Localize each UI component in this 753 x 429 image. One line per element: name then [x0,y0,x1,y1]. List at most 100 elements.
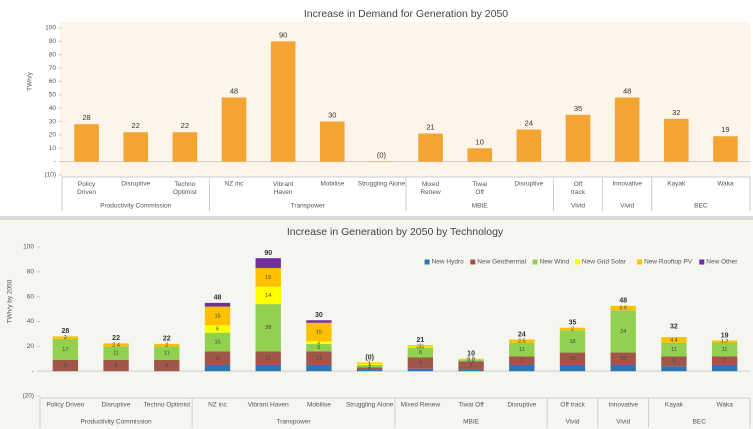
bar-segment [103,346,129,360]
segment-label: 7 [470,363,473,369]
group-label: BEC [693,419,707,426]
bar-segment [255,364,281,372]
segment-label: 15 [214,313,220,319]
bar-segment [559,364,586,372]
x-tick-label: NZ inc [208,402,228,409]
bar-segment [610,352,636,365]
y-tick-label: 80 [27,269,35,276]
segment-label: 11 [164,351,170,357]
segment-label: 11 [113,351,119,357]
bar [565,114,591,162]
group-label: Vivid [566,419,580,426]
segment-label: 11 [671,347,677,353]
y-tick-label: - [54,158,56,165]
bar-segment [306,343,332,352]
segment-label: 2.5 [518,339,526,345]
y-tick-label: 40 [49,105,57,112]
value-label: 19 [721,125,729,134]
y-axis-label: TWh/y by 2050 [7,279,14,323]
total-label: 32 [670,323,678,330]
x-tick-label: Innovative [608,402,638,409]
bar [74,124,99,162]
legend-swatch [637,259,643,265]
bar-segment [407,368,434,372]
x-tick-label: Mobilise [320,181,344,188]
bar-segment [204,332,231,352]
segment-label: 1 [419,343,422,349]
x-tick-label: Mobilise [307,402,331,409]
value-label: 35 [574,104,582,113]
chart-title: Increase in Demand for Generation by 205… [304,8,508,20]
legend-label: New Grid Solar [582,259,627,266]
group-label: Vivid [616,419,630,426]
y-tick-label: 20 [49,132,57,139]
value-label: 48 [623,86,631,95]
bar [270,41,296,162]
x-tick-label: Disruptive [121,181,150,188]
value-label: 48 [230,86,238,95]
bar-segment [204,302,231,307]
value-label: 90 [279,30,287,39]
x-tick-label: Struggling Alone [346,402,394,409]
segment-label: 2 [571,326,574,332]
bar [713,136,738,162]
total-label: 24 [518,331,526,338]
bar-segment [356,369,383,372]
y-tick-label: 40 [27,318,35,325]
bar-segment [255,351,281,365]
segment-label: 1 [368,362,371,368]
x-tick-label: Kayak [665,402,684,409]
segment-label: 7 [723,358,726,364]
value-label: 24 [525,119,533,128]
x-tick-label: Waka [717,181,734,188]
segment-label: 2 [64,335,67,341]
legend-swatch [532,259,538,265]
bar-segment [103,343,129,347]
segment-label: 9 [419,361,422,367]
value-label: 32 [672,108,680,117]
bar-segment [356,362,383,364]
segment-label: 1 [368,361,371,367]
total-label: (0) [365,354,374,361]
bar-segment [509,364,535,372]
bar-segment [52,359,79,372]
bar-segment [509,356,535,365]
legend-swatch [699,259,705,265]
bar-segment [154,343,180,347]
y-tick-label: 10 [49,145,57,152]
total-label: 28 [61,328,69,335]
y-tick-label: - [32,368,34,375]
group-label: Vivid [620,203,634,210]
bar-segment [407,357,434,369]
x-tick-label: Disruptive [507,402,536,409]
segment-label: 17 [62,347,68,353]
value-label: 28 [82,113,90,122]
segment-label: 8 [672,359,675,365]
bar-segment [204,306,231,326]
bar-segment [52,338,79,360]
bar-segment [458,369,484,372]
bar [418,133,443,162]
total-label: 22 [163,336,171,343]
plot-area-1 [60,22,750,177]
segment-label: 9 [64,363,67,369]
y-tick-label: 70 [49,65,57,72]
bar [467,148,492,162]
segment-label: 6 [216,326,219,332]
bar-segment [509,339,535,343]
segment-label: 2 [317,340,320,346]
x-tick-label: Tiwai Off [472,181,487,196]
segment-label: 14 [265,293,271,299]
total-label: 19 [721,332,729,339]
bar-segment [661,337,687,343]
total-label: 48 [214,295,222,302]
x-tick-label: Policy Driven [77,181,96,196]
bar-segment [306,364,332,372]
bar [664,118,689,162]
x-tick-label: Vibrant Haven [273,181,294,196]
total-label: 48 [619,298,627,305]
bar-segment [407,347,434,358]
bar-segment [154,346,180,360]
bar-segment [407,346,434,348]
